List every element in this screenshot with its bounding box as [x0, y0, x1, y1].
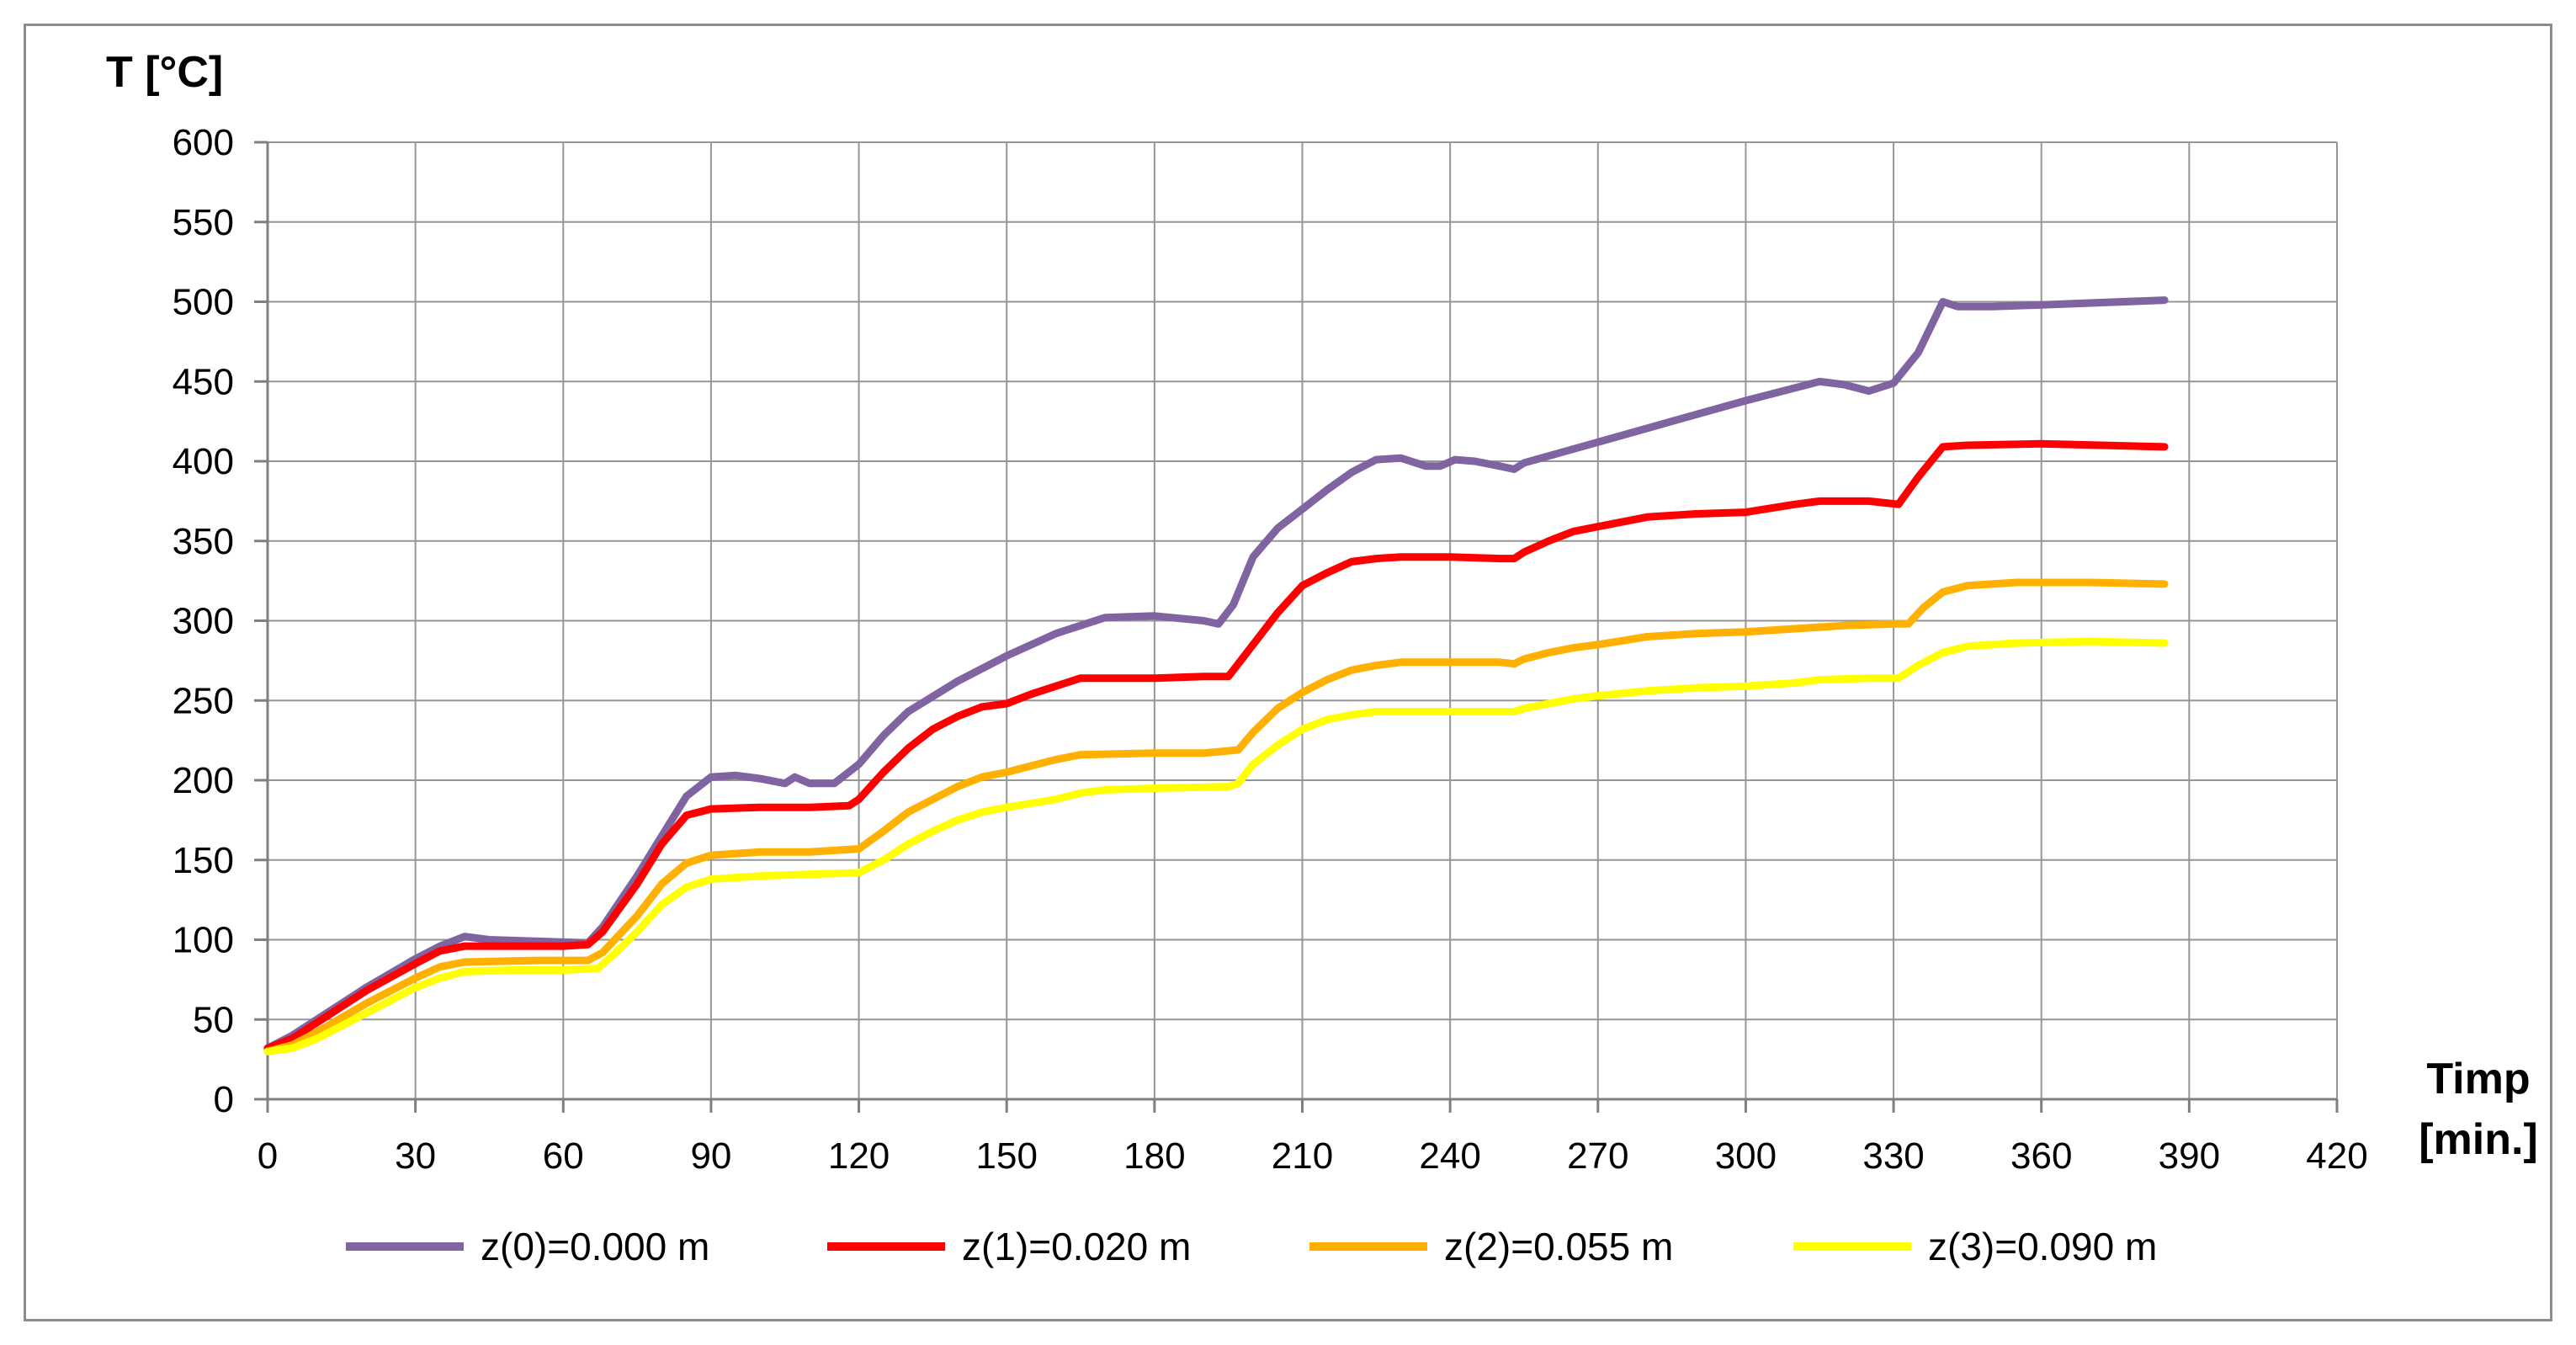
legend: z(0)=0.000 m z(1)=0.020 m z(2)=0.055 m z(3)…	[346, 1225, 2157, 1268]
x-tick-label: 180	[1123, 1135, 1185, 1177]
tick-labels: 0 50 100 150 200 250 300 350 400 450 500 550 600 0 30 6…	[173, 122, 2368, 1177]
x-tick-label: 390	[2159, 1135, 2220, 1177]
axes	[254, 141, 2339, 1113]
y-tick-label: 550	[173, 202, 234, 243]
grid	[268, 141, 2338, 1099]
x-tick-label: 240	[1419, 1135, 1480, 1177]
x-tick-label: 60	[543, 1135, 584, 1177]
x-tick-label: 0	[258, 1135, 278, 1177]
legend-label-2: z(2)=0.055 m	[1444, 1225, 1673, 1268]
series-line-3	[263, 637, 2169, 1055]
y-tick-label: 350	[173, 521, 234, 562]
legend-label-3: z(3)=0.090 m	[1928, 1225, 2157, 1268]
x-tick-label: 90	[690, 1135, 731, 1177]
y-tick-label: 50	[193, 999, 234, 1040]
y-tick-label: 200	[173, 760, 234, 801]
x-axis-unit: [min.]	[2419, 1115, 2538, 1164]
y-tick-label: 300	[173, 601, 234, 642]
y-tick-label: 600	[173, 122, 234, 163]
series-line-2	[263, 578, 2169, 1055]
x-tick-label: 270	[1567, 1135, 1628, 1177]
y-tick-label: 250	[173, 680, 234, 721]
legend-label-1: z(1)=0.020 m	[962, 1225, 1191, 1268]
y-axis-title: T [°C]	[106, 48, 223, 97]
series-lines	[263, 296, 2169, 1055]
x-tick-label: 150	[976, 1135, 1038, 1177]
legend-label-0: z(0)=0.000 m	[481, 1225, 709, 1268]
y-tick-label: 500	[173, 282, 234, 323]
x-tick-label: 30	[395, 1135, 436, 1177]
y-tick-label: 0	[214, 1079, 234, 1120]
y-tick-label: 450	[173, 361, 234, 402]
y-tick-label: 100	[173, 920, 234, 961]
x-tick-label: 300	[1715, 1135, 1777, 1177]
x-tick-label: 420	[2306, 1135, 2367, 1177]
x-tick-label: 330	[1862, 1135, 1924, 1177]
y-tick-label: 400	[173, 441, 234, 482]
x-axis-title: Timp	[2426, 1055, 2530, 1103]
series-line-1	[263, 439, 2169, 1052]
chart-frame: 0 50 100 150 200 250 300 350 400 450 500 550 600 0 30 6…	[24, 24, 2552, 1321]
x-tick-label: 120	[828, 1135, 890, 1177]
y-tick-label: 150	[173, 840, 234, 881]
line-chart: 0 50 100 150 200 250 300 350 400 450 500 550 600 0 30 6…	[106, 48, 2538, 1268]
x-tick-label: 360	[2010, 1135, 2072, 1177]
x-tick-label: 210	[1272, 1135, 1333, 1177]
